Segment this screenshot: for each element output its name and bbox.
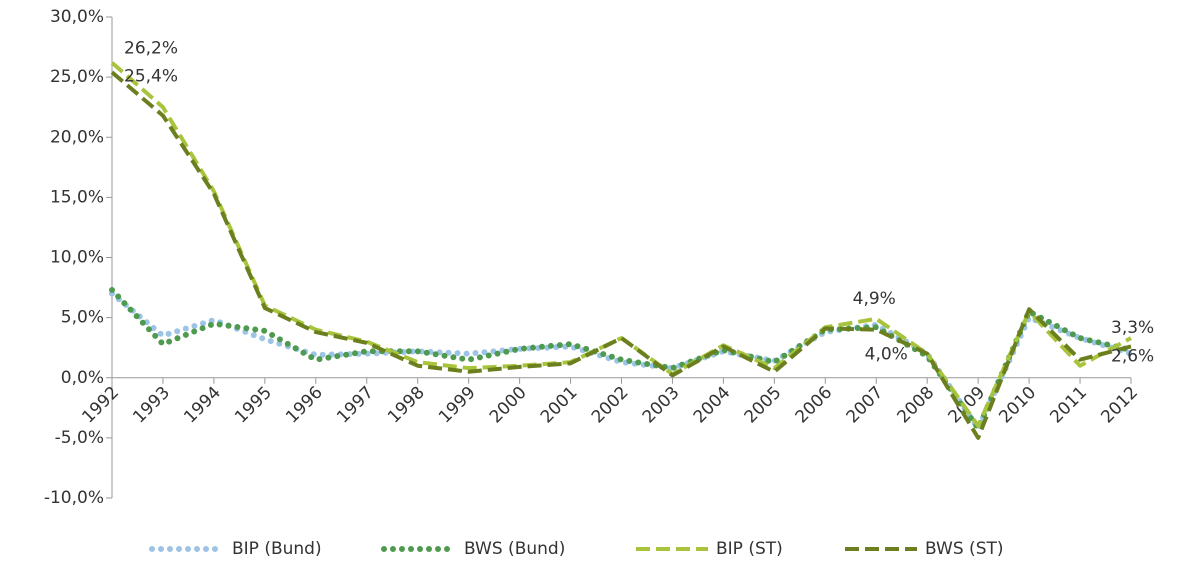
data-label: 25,4% bbox=[124, 66, 178, 86]
x-tick-label: 2010 bbox=[995, 383, 1040, 428]
x-tick-label: 2006 bbox=[792, 383, 837, 428]
x-tick-label: 1994 bbox=[180, 383, 225, 428]
y-tick-label: 25,0% bbox=[50, 67, 104, 87]
x-tick-label: 1993 bbox=[129, 383, 174, 428]
series-line bbox=[110, 61, 1132, 428]
data-label: 4,0% bbox=[865, 345, 908, 365]
x-tick-label: 1992 bbox=[78, 383, 123, 428]
x-tick-label: 1998 bbox=[384, 383, 429, 428]
x-tick-label: 2003 bbox=[639, 383, 684, 428]
x-tick-label: 2001 bbox=[537, 383, 582, 428]
series-line bbox=[110, 70, 1132, 440]
legend-label: BIP (Bund) bbox=[232, 539, 322, 559]
y-tick-label: -5,0% bbox=[55, 428, 104, 448]
y-tick-label: 0,0% bbox=[61, 368, 104, 388]
x-tick-label: 2011 bbox=[1046, 383, 1091, 428]
y-tick-label: 30,0% bbox=[50, 7, 104, 27]
x-tick-label: 2012 bbox=[1097, 383, 1142, 428]
x-tick-label: 2005 bbox=[741, 383, 786, 428]
legend-label: BWS (ST) bbox=[925, 539, 1004, 559]
y-tick-label: 15,0% bbox=[50, 187, 104, 207]
x-tick-label: 2007 bbox=[843, 383, 888, 428]
x-tick-label: 1996 bbox=[282, 383, 327, 428]
x-tick-label: 2008 bbox=[894, 383, 939, 428]
series-line bbox=[109, 290, 1134, 432]
y-tick-label: 10,0% bbox=[50, 248, 104, 268]
data-label: 3,3% bbox=[1111, 318, 1154, 338]
data-label: 2,6% bbox=[1111, 346, 1154, 366]
data-label: 26,2% bbox=[124, 39, 178, 59]
x-tick-label: 2000 bbox=[486, 383, 531, 428]
x-tick-label: 2004 bbox=[690, 383, 735, 428]
x-tick-label: 1999 bbox=[435, 383, 480, 428]
data-label: 4,9% bbox=[853, 289, 896, 309]
y-tick-label: 5,0% bbox=[61, 308, 104, 328]
legend-label: BIP (ST) bbox=[716, 539, 783, 559]
x-tick-label: 1997 bbox=[333, 383, 378, 428]
y-tick-label: -10,0% bbox=[44, 488, 104, 508]
x-tick-label: 1995 bbox=[231, 383, 276, 428]
x-tick-label: 2002 bbox=[588, 383, 633, 428]
legend-label: BWS (Bund) bbox=[464, 539, 565, 559]
y-tick-label: 20,0% bbox=[50, 127, 104, 147]
